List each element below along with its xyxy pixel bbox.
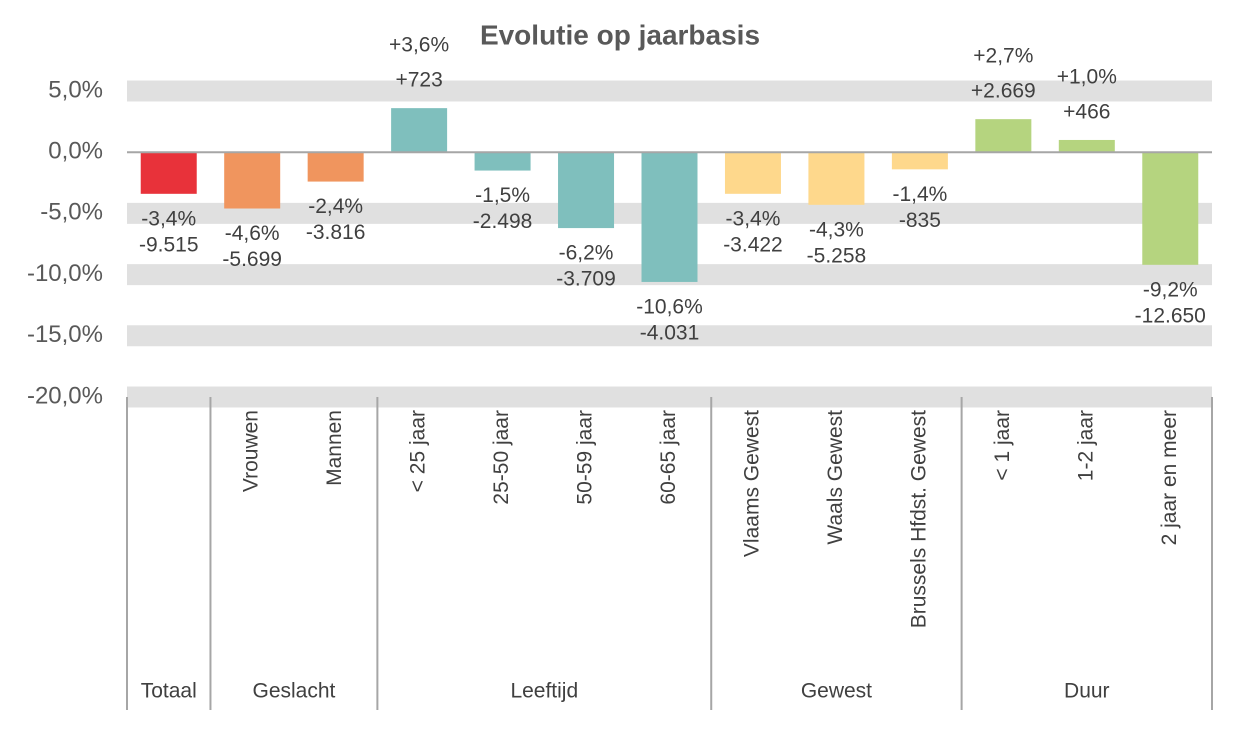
data-label: -9,2%	[1143, 278, 1198, 301]
count-label: -5.258	[807, 244, 867, 267]
y-tick-label: 5,0%	[48, 76, 103, 103]
y-tick-label: -15,0%	[27, 321, 103, 348]
data-label: -10,6%	[636, 295, 703, 318]
x-tick-label: Vrouwen	[240, 410, 263, 492]
count-label: -5.699	[222, 248, 282, 271]
data-label: -2,4%	[308, 195, 363, 218]
data-label: -4,6%	[225, 222, 280, 245]
data-label: -3,4%	[726, 207, 781, 230]
x-tick-label: Waals Gewest	[824, 410, 847, 545]
bar	[724, 152, 781, 194]
bar	[891, 152, 948, 170]
bar	[140, 152, 197, 194]
y-tick-label: -5,0%	[40, 199, 103, 226]
x-tick-label: 25-50 jaar	[490, 410, 513, 505]
data-label: -6,2%	[559, 242, 614, 265]
count-label: -3.816	[306, 221, 366, 244]
data-label: +3,6%	[389, 34, 449, 57]
bar	[641, 152, 698, 282]
bar	[391, 108, 448, 153]
count-label: -3.709	[556, 268, 616, 291]
count-label: +723	[395, 69, 442, 92]
data-label: -1,5%	[475, 184, 530, 207]
x-tick-label: 60-65 jaar	[657, 410, 680, 505]
bar	[1142, 152, 1199, 265]
count-label: -3.422	[723, 233, 783, 256]
count-label: +2.669	[971, 80, 1036, 103]
y-tick-label: -10,0%	[27, 260, 103, 287]
bar	[975, 119, 1032, 153]
count-label: -12.650	[1135, 304, 1206, 327]
x-tick-label: 2 jaar en meer	[1158, 410, 1181, 545]
bar	[224, 152, 281, 209]
group-label: Totaal	[141, 680, 197, 703]
y-tick-label: -20,0%	[27, 382, 103, 409]
bar	[558, 152, 615, 229]
x-tick-label: Mannen	[323, 410, 346, 486]
x-tick-label: Vlaams Gewest	[741, 410, 764, 557]
count-label: -835	[899, 209, 941, 232]
count-label: -2.498	[473, 210, 533, 233]
x-tick-label: Brussels Hfdst. Gewest	[907, 410, 930, 628]
y-tick-label: 0,0%	[48, 138, 103, 165]
chart-title: Evolutie op jaarbasis	[480, 19, 760, 50]
x-tick-label: 1-2 jaar	[1074, 410, 1097, 481]
bar	[307, 152, 364, 182]
x-tick-label: < 1 jaar	[991, 410, 1014, 481]
bar	[474, 152, 531, 171]
group-label: Leeftijd	[510, 680, 578, 703]
x-tick-label: 50-59 jaar	[574, 410, 597, 505]
data-label: +2,7%	[973, 45, 1033, 68]
group-label: Duur	[1064, 680, 1110, 703]
count-label: -4.031	[640, 321, 700, 344]
bar	[808, 152, 865, 205]
group-label: Geslacht	[252, 680, 335, 703]
bar	[1058, 139, 1115, 153]
data-label: -4,3%	[809, 218, 864, 241]
data-label: -3,4%	[141, 207, 196, 230]
x-tick-label: < 25 jaar	[407, 410, 430, 492]
count-label: +466	[1063, 101, 1110, 124]
group-label: Gewest	[801, 680, 872, 703]
count-label: -9.515	[139, 233, 199, 256]
data-label: +1,0%	[1057, 66, 1117, 89]
data-label: -1,4%	[892, 183, 947, 206]
